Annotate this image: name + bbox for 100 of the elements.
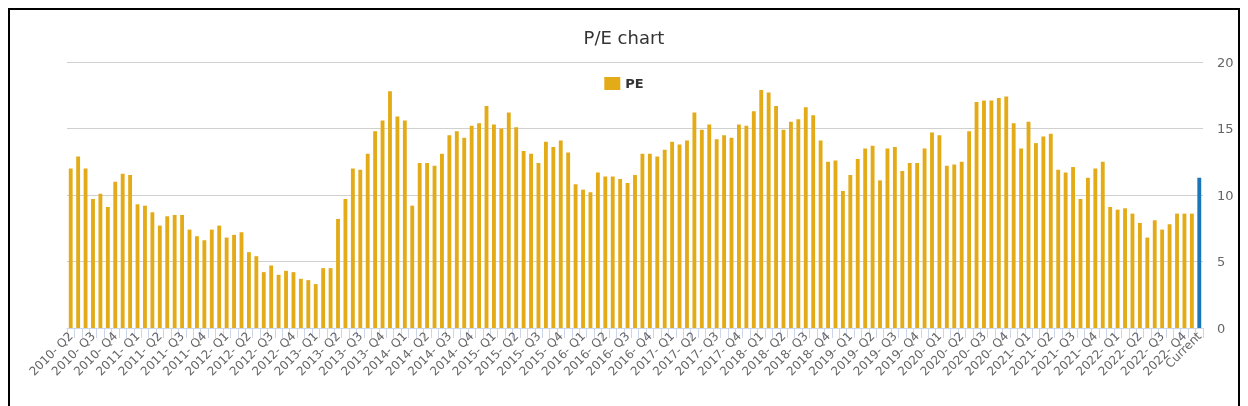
y-tick-label: 0: [1217, 320, 1226, 336]
bar: [722, 135, 727, 328]
bar: [625, 183, 630, 328]
bar: [417, 163, 422, 328]
bar: [930, 132, 934, 328]
bar: [113, 181, 118, 328]
bar: [313, 284, 318, 328]
bar: [105, 206, 110, 328]
bar: [143, 205, 147, 328]
bar: [217, 225, 222, 328]
bar: [298, 278, 303, 328]
bar: [759, 89, 764, 328]
bar: [336, 218, 340, 328]
bar: [692, 112, 697, 328]
bar: [172, 214, 177, 328]
bar: [566, 152, 571, 328]
bar: [989, 100, 994, 328]
bar: [469, 125, 474, 328]
bar: [1189, 213, 1194, 328]
bar: [1100, 161, 1105, 328]
bar: [878, 180, 882, 328]
bar: [150, 212, 155, 328]
bar: [826, 161, 830, 328]
bar: [855, 159, 860, 328]
bar: [246, 252, 251, 328]
bar: [1115, 209, 1120, 328]
bar: [892, 147, 897, 328]
bar: [209, 229, 214, 328]
bar: [506, 112, 511, 328]
bar: [202, 240, 207, 328]
bar: [68, 168, 73, 328]
bar: [1160, 229, 1165, 328]
bar: [603, 176, 608, 328]
bar: [395, 116, 400, 328]
bar: [180, 214, 185, 328]
bar: [76, 156, 81, 328]
bar: [737, 124, 741, 328]
bar: [952, 164, 957, 328]
bar: [647, 153, 652, 328]
legend-label: PE: [625, 76, 644, 91]
bar: [1137, 222, 1142, 328]
bar: [558, 140, 563, 328]
bar: [165, 216, 170, 328]
bar: [870, 145, 875, 328]
bar: [707, 124, 712, 328]
bar: [1011, 123, 1016, 328]
bar: [410, 205, 415, 328]
bar: [774, 105, 778, 328]
bar: [157, 225, 162, 328]
bar: [261, 272, 266, 328]
bar: [425, 163, 430, 328]
bar: [685, 140, 689, 328]
bar: [1108, 206, 1113, 328]
bar: [1056, 169, 1061, 328]
bar: [543, 141, 548, 328]
bar: [91, 198, 95, 328]
bar: [959, 161, 964, 328]
bar: [996, 97, 1001, 328]
bar: [714, 139, 719, 328]
bar: [447, 135, 452, 328]
bar: [365, 153, 370, 328]
bar: [462, 137, 467, 328]
bar: [967, 131, 972, 328]
bar: [1175, 213, 1179, 328]
bar: [1123, 208, 1127, 328]
bar: [1145, 237, 1150, 328]
bar: [128, 175, 133, 328]
bar: [1197, 177, 1202, 328]
bar: [618, 179, 623, 328]
bar: [224, 237, 229, 328]
bar: [454, 131, 459, 328]
bar: [529, 153, 533, 328]
bar: [499, 128, 504, 328]
bar: [670, 141, 675, 328]
bar: [120, 173, 125, 328]
bar: [521, 151, 526, 328]
bar: [232, 234, 236, 328]
bar: [1004, 96, 1009, 328]
bar: [640, 153, 645, 328]
bar: [803, 107, 808, 328]
bar: [254, 256, 259, 328]
bar: [662, 149, 667, 328]
bar: [358, 169, 363, 328]
bar: [477, 123, 482, 328]
bar: [796, 119, 801, 328]
bar: [699, 129, 704, 328]
y-tick-label: 10: [1217, 187, 1234, 203]
bar: [350, 168, 355, 328]
bar: [595, 172, 600, 328]
bar: [751, 111, 756, 328]
bar: [373, 131, 378, 328]
bar: [1152, 220, 1157, 328]
y-tick-label: 20: [1217, 54, 1234, 70]
bar: [492, 124, 496, 328]
bar: [863, 148, 868, 328]
y-tick-label: 5: [1217, 254, 1226, 269]
bar: [402, 120, 407, 328]
bar: [195, 236, 199, 328]
bar: [581, 189, 585, 328]
bar: [840, 191, 845, 328]
